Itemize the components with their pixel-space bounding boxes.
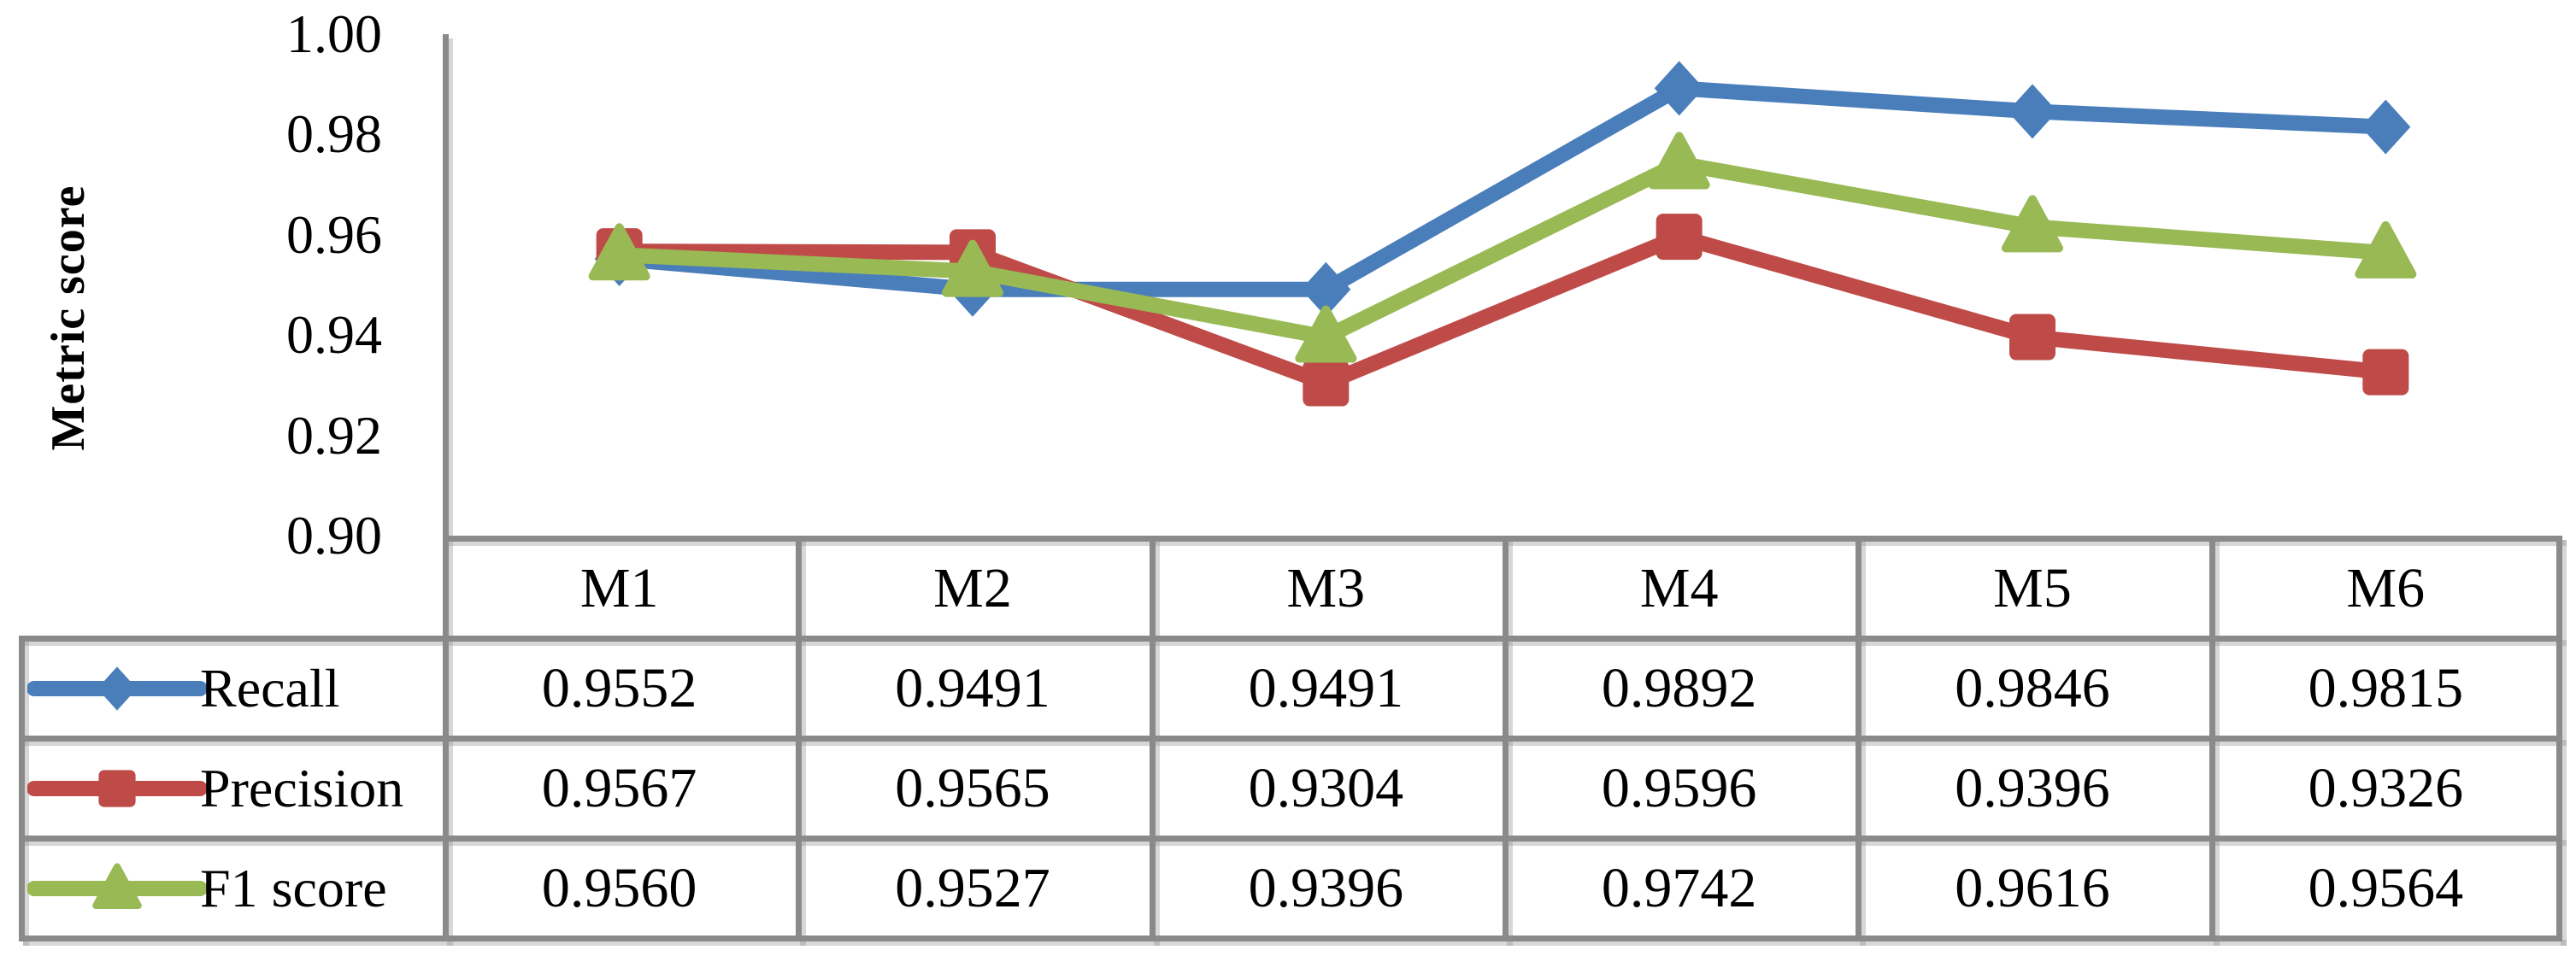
marker-square — [1303, 360, 1350, 407]
marker-triangle — [1648, 132, 1710, 190]
series-line — [611, 229, 2394, 391]
table-border-right — [2556, 536, 2562, 941]
marker-diamond — [2008, 84, 2057, 139]
table-value-cell: 0.9527 — [895, 856, 1050, 919]
table-value-cell: 0.9846 — [1955, 656, 2110, 719]
legend-marker-square-icon — [27, 769, 208, 807]
table-border-col — [796, 536, 803, 941]
series-recall — [594, 61, 2411, 317]
marker-triangle — [2002, 195, 2063, 253]
table-value-cell: 0.9491 — [1248, 656, 1404, 719]
y-tick-label: 1.00 — [286, 3, 382, 64]
table-border-left — [19, 636, 25, 941]
legend-label: F1 score — [200, 857, 387, 918]
marker-triangle — [942, 239, 1003, 297]
table-border-col — [1149, 536, 1156, 941]
marker-square — [2009, 314, 2056, 361]
table-border-h — [19, 836, 2562, 842]
table-header-cell: M2 — [933, 556, 1012, 619]
marker-square — [98, 769, 136, 807]
marker-triangle — [92, 862, 142, 909]
table-value-cell: 0.9396 — [1955, 756, 2110, 819]
table-value-cell: 0.9892 — [1601, 656, 1757, 719]
table-value-cell: 0.9565 — [895, 756, 1050, 819]
marker-diamond — [97, 666, 138, 711]
table-value-cell: 0.9491 — [895, 656, 1050, 719]
table-border-h — [19, 736, 2562, 742]
y-tick-label: 0.92 — [286, 404, 382, 466]
table-header-cell: M6 — [2346, 556, 2426, 619]
table-value-cell: 0.9560 — [541, 856, 697, 919]
series-line — [611, 155, 2394, 345]
y-tick-label: 0.98 — [286, 103, 382, 165]
table-header-cell: M5 — [1993, 556, 2072, 619]
legend-label: Precision — [200, 757, 404, 818]
legend-marker-triangle-icon — [27, 862, 208, 909]
legend-label: Recall — [200, 657, 340, 718]
marker-diamond — [1301, 261, 1351, 317]
marker-diamond — [1654, 61, 1704, 116]
table-value-cell: 0.9564 — [2308, 856, 2464, 919]
table-header-cell: M1 — [579, 556, 659, 619]
table-border-col — [2208, 536, 2215, 941]
table-value-cell: 0.9596 — [1601, 756, 1757, 819]
table-header-cell: M4 — [1639, 556, 1719, 619]
marker-triangle — [2355, 220, 2417, 279]
table-border-h — [19, 935, 2562, 941]
table-border-col — [1503, 536, 1509, 941]
marker-square — [1656, 214, 1703, 261]
table-value-cell: 0.9616 — [1955, 856, 2110, 919]
marker-triangle — [588, 223, 650, 281]
series-line — [611, 80, 2394, 297]
table-value-cell: 0.9742 — [1601, 856, 1757, 919]
table-value-cell: 0.9552 — [541, 656, 697, 719]
table-border-h — [19, 636, 2562, 642]
table-value-cell: 0.9396 — [1248, 856, 1404, 919]
marker-triangle — [1295, 305, 1357, 363]
table-value-cell: 0.9815 — [2308, 656, 2464, 719]
table-value-cell: 0.9304 — [1248, 756, 1404, 819]
table-header-cell: M3 — [1286, 556, 1366, 619]
series-f1-score — [588, 132, 2417, 363]
marker-square — [2362, 349, 2409, 396]
y-tick-label: 0.94 — [286, 304, 382, 366]
y-tick-label: 0.90 — [286, 505, 382, 566]
legend-marker-diamond-icon — [27, 666, 208, 711]
y-tick-label: 0.96 — [286, 203, 382, 265]
table-value-cell: 0.9326 — [2308, 756, 2464, 819]
table-border-col — [1856, 536, 1862, 941]
table-value-cell: 0.9567 — [541, 756, 697, 819]
y-axis-line — [443, 34, 449, 941]
marker-diamond — [2361, 99, 2411, 155]
